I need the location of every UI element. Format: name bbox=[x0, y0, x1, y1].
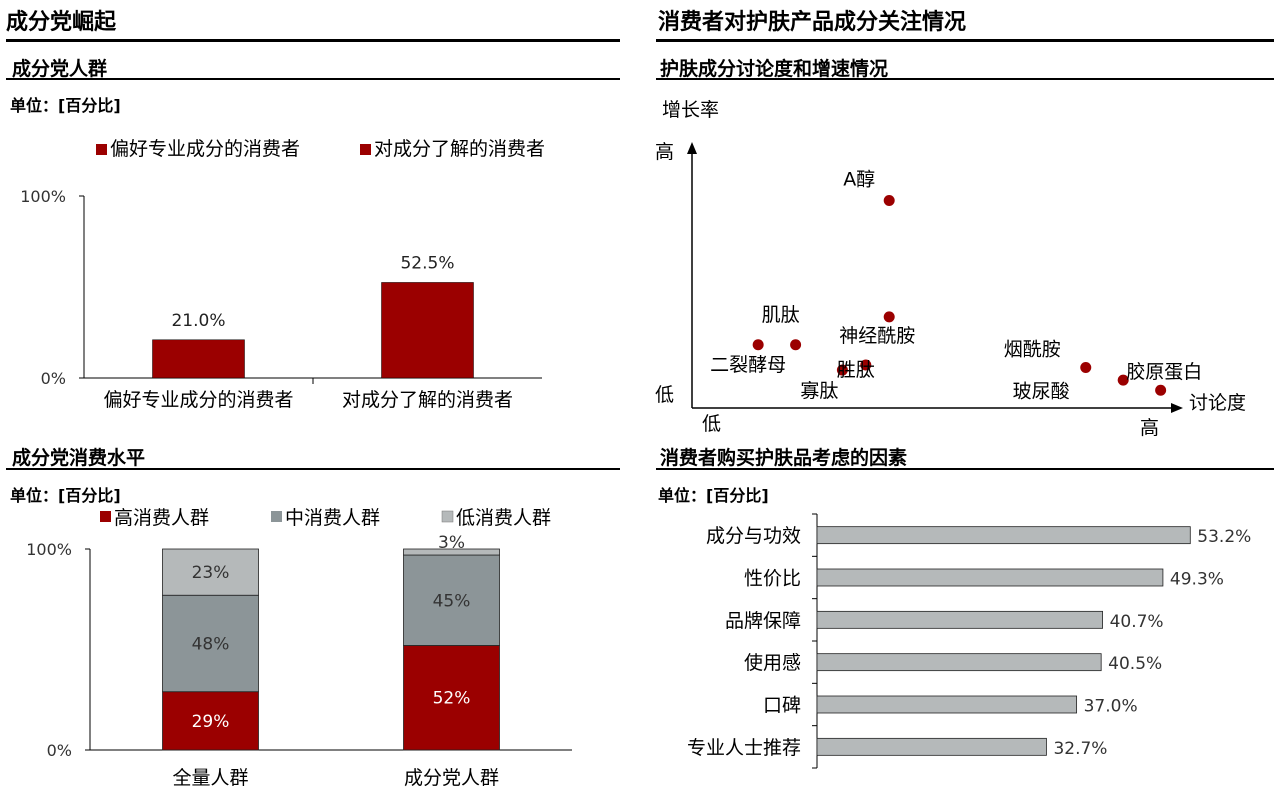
chart3-y-axis-arrow-icon bbox=[687, 142, 697, 154]
chart2-legend-label: 高消费人群 bbox=[114, 507, 209, 529]
chart2-data-label: 48% bbox=[192, 634, 230, 654]
chart2-y-tick-label: 100% bbox=[26, 540, 72, 559]
chart3-point-label: 烟酰胺 bbox=[1004, 339, 1061, 361]
chart4-y-tick-label: 成分与功效 bbox=[706, 525, 801, 547]
chart1-subtitle: 成分党人群 bbox=[12, 58, 108, 80]
chart2-bar-segment bbox=[162, 594, 259, 693]
chart2-legend-label: 低消费人群 bbox=[456, 507, 551, 529]
chart2-x-tick-label: 成分党人群 bbox=[404, 767, 499, 789]
chart4-unit: 单位：[百分比] bbox=[658, 486, 769, 505]
chart4-subtitle: 消费者购买护肤品考虑的因素 bbox=[660, 447, 908, 469]
chart3-point bbox=[883, 195, 895, 207]
chart3-x-axis-arrow-icon bbox=[1171, 403, 1183, 413]
chart3-point bbox=[883, 311, 895, 323]
chart1-x-tick-label: 对成分了解的消费者 bbox=[342, 389, 513, 411]
chart4-data-label: 53.2% bbox=[1197, 527, 1251, 547]
chart3-point-label: 寡肽 bbox=[800, 380, 838, 402]
chart1-unit: 单位：[百分比] bbox=[10, 96, 121, 115]
chart4-bar bbox=[816, 610, 1103, 629]
chart4-y-tick-label: 品牌保障 bbox=[725, 610, 801, 632]
chart4-bar bbox=[816, 737, 1047, 756]
chart1-y-tick-label: 100% bbox=[20, 187, 66, 206]
chart3-point bbox=[752, 339, 764, 351]
chart3-y-low-label: 低 bbox=[655, 384, 674, 406]
chart3-x-low-label: 低 bbox=[702, 413, 721, 435]
chart2-bar-segment bbox=[403, 554, 500, 646]
chart3-y-axis-label: 增长率 bbox=[662, 99, 719, 121]
chart4-data-label: 49.3% bbox=[1170, 570, 1224, 590]
chart3-point bbox=[1080, 362, 1092, 374]
left-title-rule bbox=[6, 39, 620, 42]
chart2-legend-swatch bbox=[100, 511, 111, 522]
chart4-y-tick-label: 专业人士推荐 bbox=[687, 737, 801, 759]
chart3-point-label: A醇 bbox=[843, 169, 875, 191]
chart2-x-tick-label: 全量人群 bbox=[172, 767, 248, 789]
chart4-bar bbox=[816, 653, 1102, 672]
chart3-x-high-label: 高 bbox=[1140, 417, 1159, 439]
chart2-data-label: 29% bbox=[192, 712, 230, 732]
right-title-rule bbox=[656, 39, 1274, 42]
chart1-legend-label: 对成分了解的消费者 bbox=[374, 138, 545, 160]
chart4-data-label: 40.7% bbox=[1110, 612, 1164, 632]
chart2-bar-segment bbox=[162, 548, 259, 596]
chart4-bar bbox=[816, 695, 1078, 714]
chart3-point-label: 肌肽 bbox=[762, 304, 800, 326]
chart2-unit: 单位：[百分比] bbox=[10, 486, 121, 505]
chart4-y-tick-label: 性价比 bbox=[744, 568, 801, 590]
chart2-data-label: 3% bbox=[438, 533, 465, 553]
chart1-y-tick-label: 0% bbox=[41, 369, 66, 388]
chart4-subtitle-rule bbox=[656, 468, 1274, 470]
chart3-point-label: 胜肽 bbox=[837, 359, 875, 381]
chart1-subtitle-rule bbox=[6, 78, 620, 80]
chart1-bar bbox=[152, 339, 245, 379]
chart2-legend-swatch bbox=[271, 511, 282, 522]
chart3-subtitle: 护肤成分讨论度和增速情况 bbox=[660, 58, 889, 80]
chart1-data-label: 52.5% bbox=[400, 253, 454, 273]
chart3-point-label: 二裂酵母 bbox=[710, 354, 786, 376]
chart1-legend-label: 偏好专业成分的消费者 bbox=[110, 138, 300, 160]
chart3-point-label: 玻尿酸 bbox=[1013, 380, 1070, 402]
chart4-y-tick-label: 口碑 bbox=[763, 695, 801, 717]
chart3-y-high-label: 高 bbox=[655, 141, 674, 163]
chart2-y-tick-label: 0% bbox=[47, 741, 72, 760]
chart2-legend-swatch bbox=[441, 510, 454, 523]
chart2-data-label: 23% bbox=[192, 563, 230, 583]
chart1-legend-swatch bbox=[96, 144, 107, 155]
chart2-bar-segment bbox=[403, 548, 500, 556]
chart2-data-label: 45% bbox=[433, 591, 471, 611]
chart2-stacked-bar-chart: 高消费人群 中消费人群 低消费人群 100% 0% 29% 48% 23% 全量人群 52% 45%… bbox=[26, 507, 572, 789]
chart1-x-tick-label: 偏好专业成分的消费者 bbox=[103, 389, 293, 411]
chart4-bar bbox=[816, 568, 1164, 587]
chart3-point bbox=[836, 364, 848, 376]
left-page-title: 成分党崛起 bbox=[6, 10, 117, 35]
chart4-data-label: 37.0% bbox=[1084, 697, 1138, 717]
chart3-point bbox=[1117, 374, 1129, 386]
chart2-subtitle: 成分党消费水平 bbox=[12, 447, 146, 469]
chart3-point-label: 神经酰胺 bbox=[839, 325, 915, 347]
chart4-bar bbox=[816, 526, 1191, 545]
chart2-subtitle-rule bbox=[6, 468, 620, 470]
chart3-point bbox=[860, 359, 872, 371]
chart4-data-label: 40.5% bbox=[1108, 654, 1162, 674]
chart3-point-label: 胶原蛋白 bbox=[1126, 361, 1202, 383]
chart1-data-label: 21.0% bbox=[171, 311, 225, 331]
chart4-horizontal-bar-chart: 53.2% 成分与功效 49.3% 性价比 40.7% 品牌保障 40.5% 使用感 37.0%… bbox=[687, 513, 1251, 769]
chart1-legend-swatch bbox=[360, 144, 371, 155]
chart4-data-label: 32.7% bbox=[1053, 739, 1107, 759]
chart2-legend-label: 中消费人群 bbox=[285, 507, 380, 529]
chart2-data-label: 52% bbox=[433, 689, 471, 709]
chart3-x-axis-label: 讨论度 bbox=[1189, 392, 1246, 414]
chart4-y-tick-label: 使用感 bbox=[744, 652, 801, 674]
chart3-point bbox=[1155, 384, 1167, 396]
chart2-bar-segment bbox=[403, 645, 500, 751]
chart1-bar bbox=[381, 282, 474, 379]
chart1-bar-chart: 偏好专业成分的消费者 对成分了解的消费者100%0%21.0%偏好专业成分的消费者… bbox=[20, 138, 545, 411]
chart3-subtitle-rule bbox=[656, 78, 1274, 80]
chart2-bar-segment bbox=[162, 691, 259, 751]
right-page-title: 消费者对护肤产品成分关注情况 bbox=[658, 10, 967, 35]
chart3-point bbox=[790, 339, 802, 351]
